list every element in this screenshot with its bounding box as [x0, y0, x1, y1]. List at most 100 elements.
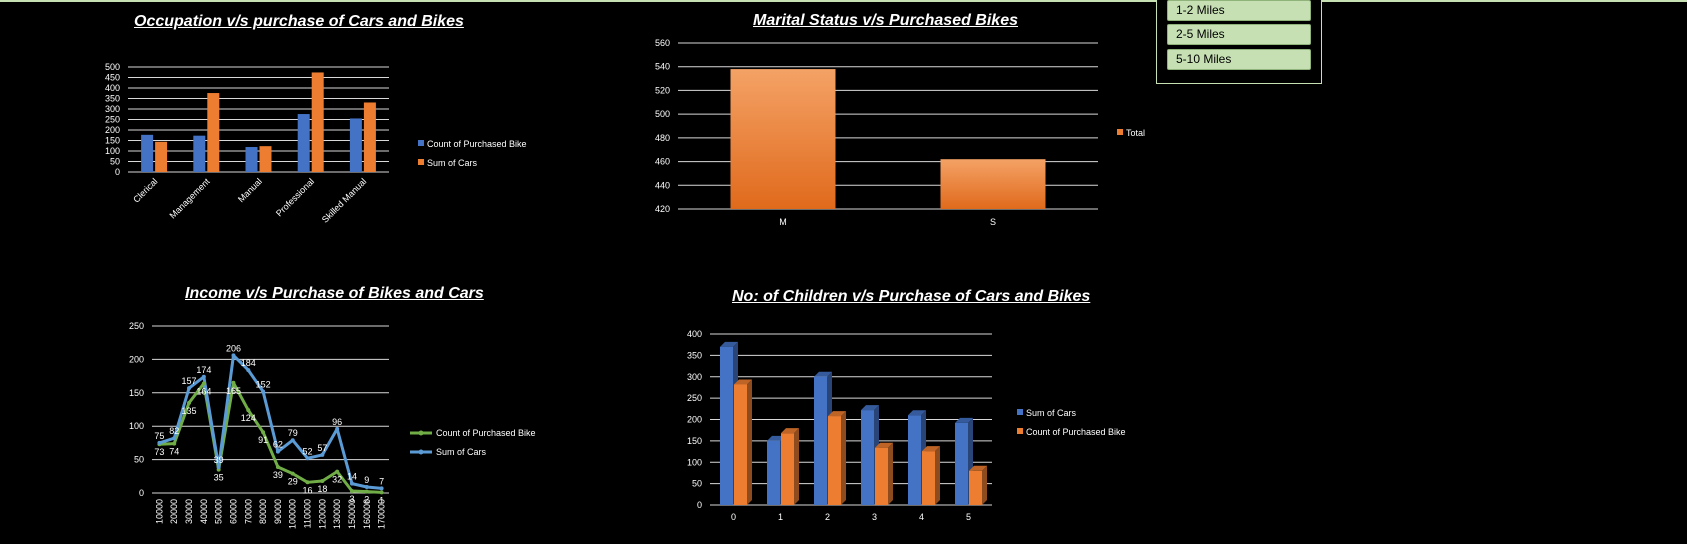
x-tick-label: 0 [731, 512, 736, 522]
point [275, 464, 280, 469]
data-label: 174 [196, 365, 211, 375]
y-tick-label: 440 [655, 180, 670, 190]
bar [969, 470, 982, 505]
bar-side [794, 428, 799, 505]
data-label: 1 [379, 495, 384, 505]
children-chart: 0 50 100 150 200 250 300 350 400 0 1 2 3 4 5 Sum of Car… [687, 329, 1126, 522]
legend-label: Sum of Cars [436, 447, 487, 457]
slicer-item-5-10-miles[interactable]: 5-10 Miles [1167, 49, 1311, 70]
y-tick-label: 100 [129, 421, 144, 431]
point [349, 481, 354, 486]
x-tick-label: 5 [966, 512, 971, 522]
slicer-item-1-2-miles[interactable]: 1-2 Miles [1167, 0, 1311, 21]
series-line [158, 353, 382, 490]
data-label: 32 [332, 475, 342, 485]
point [320, 452, 325, 457]
slicer-item-2-5-miles[interactable]: 2-5 Miles [1167, 24, 1311, 45]
y-tick-label: 350 [687, 350, 702, 360]
legend-swatch [418, 140, 424, 146]
y-tick-label: 520 [655, 85, 670, 95]
bar [363, 102, 376, 172]
y-tick-label: 300 [687, 372, 702, 382]
data-label: 7 [379, 476, 384, 486]
legend-label: Count of Purchased Bike [436, 428, 536, 438]
x-tick-label: 50000 [214, 499, 224, 524]
bar [297, 114, 310, 172]
bar [734, 384, 747, 505]
bar [875, 447, 888, 505]
y-tick-label: 500 [105, 62, 120, 72]
y-tick-label: 500 [655, 109, 670, 119]
x-tick-label: 110000 [303, 499, 313, 528]
data-label: 79 [288, 428, 298, 438]
x-tick-label: Skilled Manual [320, 176, 368, 224]
point [246, 408, 251, 413]
point [201, 374, 206, 379]
point [379, 490, 384, 495]
y-tick-label: 400 [105, 83, 120, 93]
x-tick-label: 150000 [347, 499, 357, 529]
y-tick-label: 100 [687, 457, 702, 467]
point [335, 469, 340, 474]
bar-top [969, 465, 987, 471]
y-tick-label: 480 [655, 133, 670, 143]
point [201, 381, 206, 386]
bar-top [814, 371, 832, 377]
y-tick-label: 150 [687, 436, 702, 446]
y-tick-label: 150 [105, 136, 120, 146]
data-label: 62 [273, 440, 283, 450]
bar-top [861, 405, 879, 411]
y-tick-label: 200 [687, 415, 702, 425]
data-label: 164 [196, 386, 211, 396]
x-tick-label: M [779, 217, 787, 227]
point [172, 436, 177, 441]
x-tick-label: 60000 [228, 499, 238, 524]
y-tick-label: 350 [105, 94, 120, 104]
x-tick-label: S [990, 217, 996, 227]
bar-top [781, 428, 799, 434]
x-tick-label: 1 [778, 512, 783, 522]
y-tick-label: 400 [687, 329, 702, 339]
y-tick-label: 50 [110, 157, 120, 167]
bar [259, 146, 272, 172]
y-tick-label: 300 [105, 104, 120, 114]
bar [193, 135, 206, 172]
point [261, 430, 266, 435]
data-label: 184 [241, 358, 256, 368]
x-tick-label: 70000 [243, 499, 253, 524]
bar [720, 346, 733, 505]
bar [767, 440, 780, 505]
data-label: 14 [347, 472, 357, 482]
point [261, 389, 266, 394]
bar-top [720, 341, 738, 347]
bar [155, 141, 168, 172]
point [305, 480, 310, 485]
bar [141, 134, 154, 172]
data-label: 124 [241, 413, 256, 423]
legend-marker [418, 430, 424, 436]
x-tick-label: Management [167, 176, 212, 221]
x-tick-label: 4 [919, 512, 924, 522]
data-label: 74 [169, 447, 179, 457]
y-tick-label: 0 [115, 167, 120, 177]
bar-top [875, 442, 893, 448]
x-tick-label: 80000 [258, 499, 268, 524]
y-tick-label: 420 [655, 204, 670, 214]
bar-top [908, 410, 926, 416]
point [335, 426, 340, 431]
data-label: 35 [214, 473, 224, 483]
data-label: 157 [182, 376, 197, 386]
y-tick-label: 50 [134, 455, 144, 465]
bar-side [841, 411, 846, 505]
point [290, 438, 295, 443]
bar [245, 147, 258, 172]
chart-title-income: Income v/s Purchase of Bikes and Cars [185, 285, 484, 302]
y-tick-label: 50 [692, 479, 702, 489]
chart-title-occupation: Occupation v/s purchase of Cars and Bike… [134, 13, 464, 30]
y-tick-label: 200 [129, 354, 144, 364]
data-label: 39 [273, 470, 283, 480]
data-label: 135 [182, 406, 197, 416]
x-tick-label: Professional [274, 176, 316, 218]
